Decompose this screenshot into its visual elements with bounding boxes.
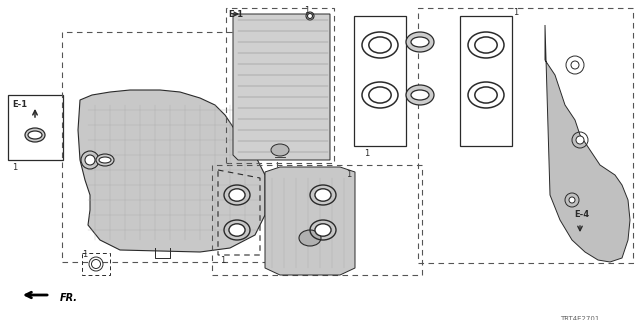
- Polygon shape: [233, 14, 330, 160]
- Text: E-1: E-1: [12, 100, 27, 109]
- Text: 1: 1: [304, 6, 309, 15]
- Bar: [212, 165, 422, 275]
- Ellipse shape: [96, 154, 114, 166]
- Ellipse shape: [369, 87, 391, 103]
- Circle shape: [576, 136, 584, 144]
- Ellipse shape: [406, 85, 434, 105]
- Text: TRT4E2701: TRT4E2701: [560, 316, 600, 320]
- Text: FR.: FR.: [60, 293, 78, 303]
- Polygon shape: [265, 167, 355, 275]
- Bar: [8, 95, 63, 160]
- Circle shape: [569, 197, 575, 203]
- Circle shape: [571, 61, 579, 69]
- Ellipse shape: [99, 157, 111, 163]
- Ellipse shape: [475, 87, 497, 103]
- Text: E-1: E-1: [228, 10, 243, 19]
- Ellipse shape: [229, 189, 245, 201]
- Text: E-4: E-4: [574, 210, 589, 219]
- Circle shape: [85, 155, 95, 165]
- Ellipse shape: [271, 144, 289, 156]
- Text: 1: 1: [513, 8, 518, 17]
- Text: 1: 1: [364, 149, 369, 158]
- Ellipse shape: [411, 90, 429, 100]
- Ellipse shape: [315, 224, 331, 236]
- Circle shape: [307, 13, 312, 19]
- Ellipse shape: [25, 128, 45, 142]
- Text: 1: 1: [12, 163, 17, 172]
- Ellipse shape: [299, 230, 321, 246]
- Bar: [304, 170, 342, 255]
- Text: 1: 1: [346, 170, 351, 179]
- Ellipse shape: [28, 131, 42, 139]
- Ellipse shape: [369, 37, 391, 53]
- Ellipse shape: [475, 37, 497, 53]
- Circle shape: [92, 260, 100, 268]
- Ellipse shape: [406, 32, 434, 52]
- Bar: [226, 8, 334, 163]
- Ellipse shape: [411, 37, 429, 47]
- Text: 1: 1: [220, 256, 225, 265]
- Bar: [354, 16, 406, 146]
- Polygon shape: [78, 90, 265, 252]
- Polygon shape: [545, 25, 630, 262]
- Bar: [460, 16, 512, 146]
- Ellipse shape: [229, 224, 245, 236]
- Text: 1: 1: [82, 250, 87, 259]
- Ellipse shape: [315, 189, 331, 201]
- Bar: [418, 8, 633, 263]
- Bar: [62, 32, 277, 262]
